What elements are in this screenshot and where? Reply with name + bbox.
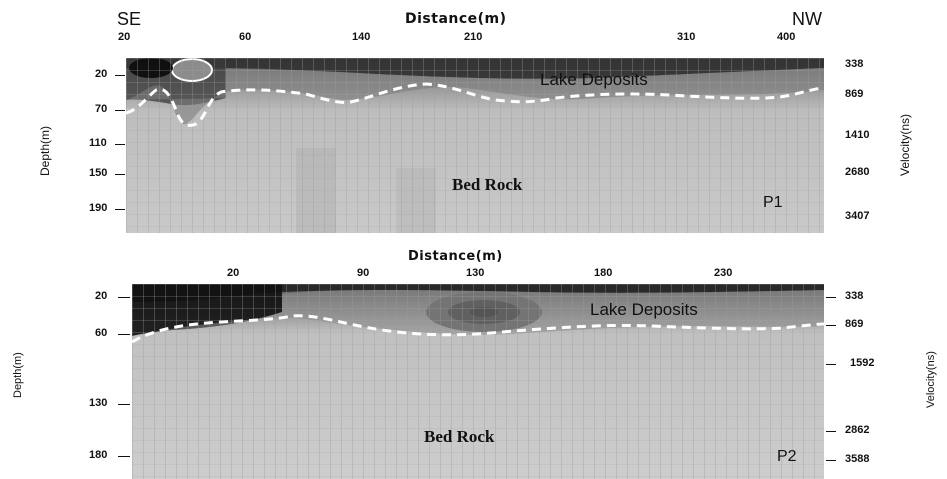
bottom-y-tick-left: 60 bbox=[95, 327, 108, 339]
bottom-y-tickmark-right bbox=[826, 325, 836, 326]
top-x-tick: 60 bbox=[239, 31, 252, 43]
bottom-y-tickmark-right bbox=[826, 364, 836, 365]
top-y-tick-right: 2680 bbox=[845, 166, 870, 178]
top-y-tickmark bbox=[115, 144, 125, 145]
bottom-x-tick: 230 bbox=[714, 267, 733, 279]
top-bed-rock-label: Bed Rock bbox=[452, 175, 523, 194]
bottom-radargram-svg bbox=[132, 284, 824, 479]
bottom-radargram: Lake Deposits Bed Rock P2 bbox=[132, 284, 824, 479]
bottom-y-tick-right: 869 bbox=[845, 318, 864, 330]
bottom-panel-id: P2 bbox=[777, 448, 797, 465]
bottom-x-tick: 180 bbox=[594, 267, 613, 279]
top-radargram-svg bbox=[126, 58, 824, 233]
direction-label-se: SE bbox=[117, 9, 142, 29]
bottom-y-tick-right: 1592 bbox=[850, 357, 875, 369]
bottom-y-tick-left: 20 bbox=[95, 290, 108, 302]
top-y-tickmark bbox=[115, 110, 125, 111]
top-y-tick-left: 190 bbox=[89, 202, 108, 214]
top-panel-id: P1 bbox=[763, 194, 783, 211]
bottom-x-tick: 20 bbox=[227, 267, 240, 279]
bottom-y-tickmark bbox=[118, 404, 130, 405]
bottom-y-tickmark bbox=[118, 297, 130, 298]
bottom-x-tick: 90 bbox=[357, 267, 370, 279]
top-y-tick-left: 70 bbox=[95, 103, 108, 115]
bottom-depth-axis-label: Depth(m) bbox=[12, 352, 24, 398]
top-velocity-axis-label: Velocity(ns) bbox=[898, 113, 912, 176]
bottom-lake-deposits-label: Lake Deposits bbox=[590, 300, 698, 319]
bottom-y-tick-left: 130 bbox=[89, 397, 108, 409]
bottom-y-tickmark-right bbox=[826, 431, 836, 432]
bottom-y-tickmark-right bbox=[826, 297, 836, 298]
bottom-interface-line bbox=[132, 314, 824, 344]
top-x-tick: 210 bbox=[464, 31, 483, 43]
top-x-tick: 140 bbox=[352, 31, 371, 43]
top-y-tick-right: 338 bbox=[845, 58, 864, 70]
top-y-tick-right: 3407 bbox=[845, 210, 870, 222]
top-interface-line bbox=[126, 82, 824, 127]
bottom-y-tick-left: 180 bbox=[89, 449, 108, 461]
top-x-tick: 400 bbox=[777, 31, 796, 43]
top-y-tick-left: 150 bbox=[89, 167, 108, 179]
direction-label-nw: NW bbox=[792, 9, 822, 29]
top-depth-axis-label: Depth(m) bbox=[38, 125, 52, 176]
top-x-tick: 310 bbox=[677, 31, 696, 43]
top-y-tick-right: 869 bbox=[845, 88, 864, 100]
bottom-y-tickmark bbox=[118, 334, 130, 335]
top-lake-deposits-label: Lake Deposits bbox=[540, 70, 648, 89]
top-y-tick-right: 1410 bbox=[845, 129, 870, 141]
top-y-tickmark bbox=[115, 75, 125, 76]
bottom-velocity-axis-label: Velocity(ns) bbox=[925, 351, 937, 408]
top-x-axis-title: Distance(m) bbox=[405, 11, 507, 27]
top-y-tick-left: 20 bbox=[95, 68, 108, 80]
top-x-tick: 20 bbox=[118, 31, 131, 43]
bottom-y-tick-right: 2862 bbox=[845, 424, 870, 436]
bottom-x-tick: 130 bbox=[466, 267, 485, 279]
bottom-y-tick-right: 338 bbox=[845, 290, 864, 302]
top-y-tickmark bbox=[115, 209, 125, 210]
bottom-y-tick-right: 3588 bbox=[845, 453, 870, 465]
bottom-y-tickmark-right bbox=[826, 460, 836, 461]
top-y-tickmark bbox=[115, 174, 125, 175]
bottom-bed-rock-label: Bed Rock bbox=[424, 427, 495, 446]
bottom-y-tickmark bbox=[118, 456, 130, 457]
top-radargram: Lake Deposits Bed Rock P1 bbox=[126, 58, 824, 233]
bottom-x-axis-title: Distance(m) bbox=[408, 249, 503, 264]
top-y-tick-left: 110 bbox=[89, 137, 107, 149]
